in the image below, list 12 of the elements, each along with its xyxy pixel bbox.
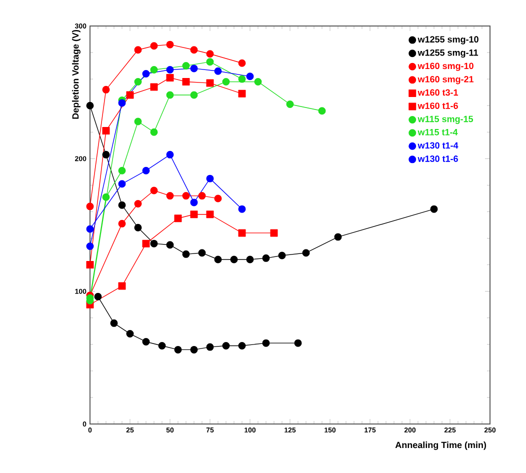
legend-label: w160 smg-21 xyxy=(418,76,474,84)
legend-label: w1255 smg-11 xyxy=(418,49,478,58)
legend-label: w115 t1-4 xyxy=(418,129,458,136)
legend-label: w160 smg-10 xyxy=(418,62,474,71)
legend-label: w130 t1-6 xyxy=(418,156,458,162)
y-axis-title: Depletion Voltage (V) xyxy=(72,30,80,119)
legend-label: w115 smg-15 xyxy=(418,116,474,124)
legend-label: w160 t3-1 xyxy=(418,89,458,96)
legend-label: w160 t1-6 xyxy=(418,102,458,109)
legend-label: w130 t1-4 xyxy=(418,142,458,149)
x-axis-title: Annealing Time (min) xyxy=(395,442,486,450)
legend-label: w1255 smg-10 xyxy=(418,36,478,44)
